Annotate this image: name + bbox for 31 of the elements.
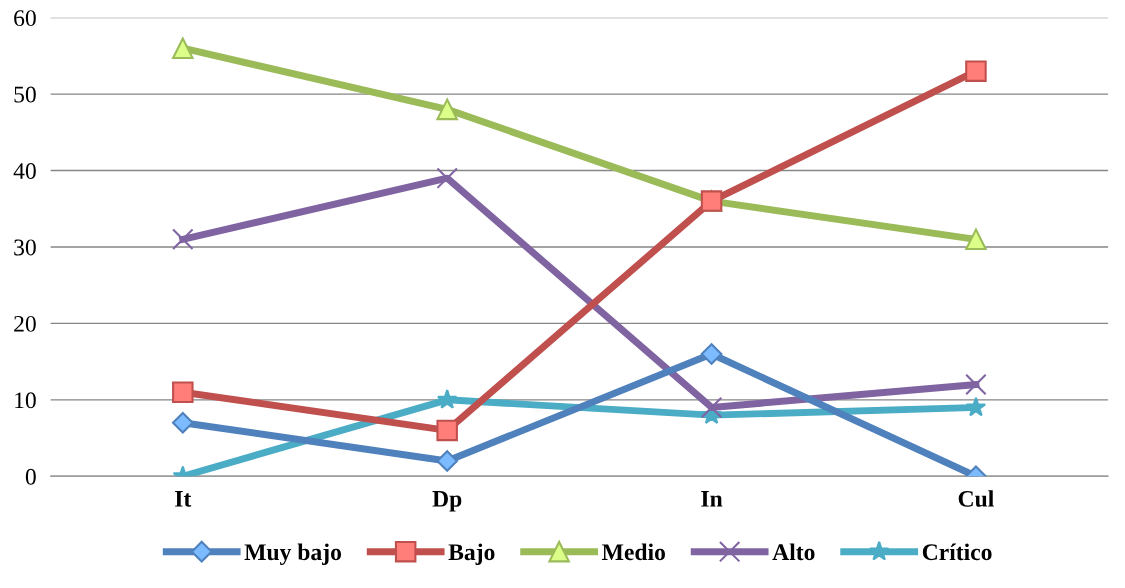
point — [436, 167, 458, 189]
legend-label: Muy bajo — [244, 543, 342, 566]
point — [700, 396, 723, 419]
point — [172, 381, 194, 403]
x-tick-label: In — [701, 491, 723, 507]
point — [700, 343, 723, 365]
y-tick-label: 40 — [13, 163, 36, 179]
point — [965, 60, 987, 82]
x-tick-label: Dp — [432, 491, 462, 512]
y-tick-label: 20 — [14, 315, 36, 332]
x-tick-label: Cul — [958, 490, 994, 507]
x-tick-label: It — [175, 491, 192, 507]
point — [965, 228, 987, 251]
legend-label: Medio — [602, 543, 665, 561]
point — [172, 37, 194, 59]
point — [965, 396, 987, 417]
y-tick-label: 0 — [25, 468, 36, 485]
y-tick-label: 60 — [14, 10, 36, 27]
point — [436, 450, 459, 472]
point — [436, 419, 458, 442]
y-tick-label: 10 — [15, 392, 36, 409]
point — [172, 228, 194, 251]
point — [436, 98, 458, 121]
point — [171, 411, 194, 434]
point — [436, 389, 458, 409]
legend-label: Alto — [772, 543, 815, 561]
legend-label: Bajo — [448, 543, 495, 565]
legend-label: Crítico — [922, 543, 992, 561]
y-tick-label: 50 — [14, 86, 36, 103]
y-tick-label: 30 — [14, 239, 36, 256]
point — [965, 373, 987, 396]
